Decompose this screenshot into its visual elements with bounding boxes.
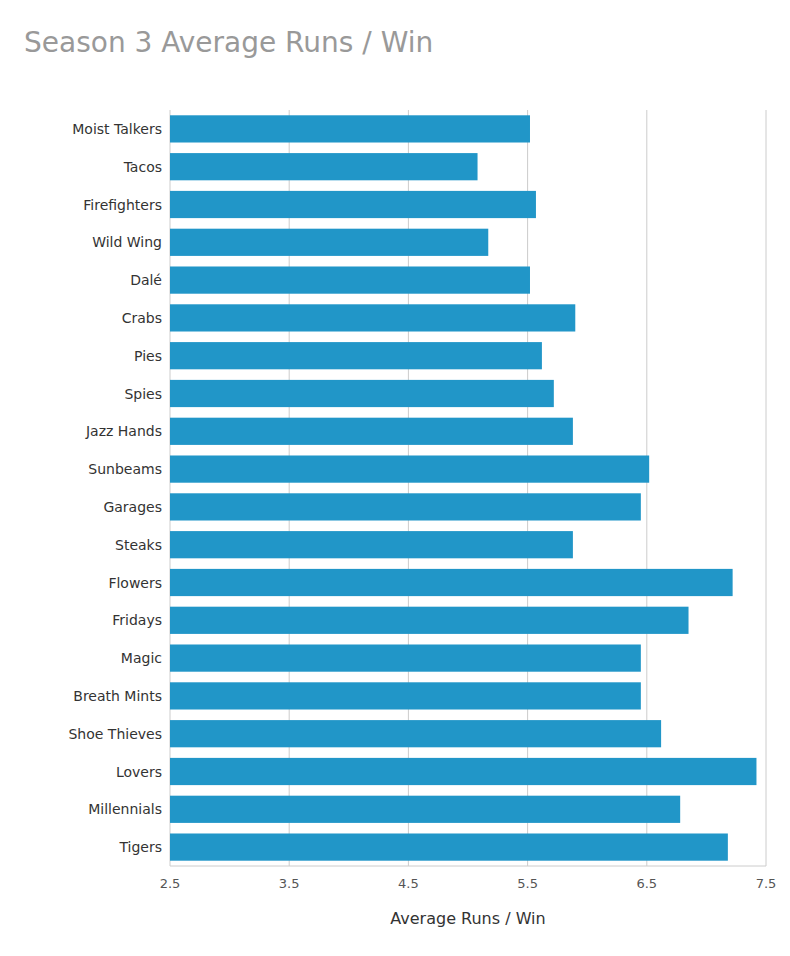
tick-label: 3.5 <box>279 876 300 891</box>
category-label: Lovers <box>116 764 162 780</box>
bar <box>170 569 733 596</box>
bar <box>170 380 554 407</box>
grid-line <box>408 110 409 866</box>
category-label: Dalé <box>130 272 162 288</box>
tick-label: 7.5 <box>756 876 777 891</box>
bar <box>170 455 649 482</box>
bar <box>170 418 573 445</box>
tick-label: 6.5 <box>636 876 657 891</box>
category-label: Moist Talkers <box>72 121 162 137</box>
bar <box>170 758 756 785</box>
category-label: Wild Wing <box>92 234 162 250</box>
category-label: Tigers <box>118 839 162 855</box>
bar <box>170 493 641 520</box>
tick-label: 5.5 <box>517 876 538 891</box>
category-label: Breath Mints <box>73 688 162 704</box>
bar <box>170 342 542 369</box>
grid-line <box>527 110 528 866</box>
bar <box>170 304 575 331</box>
category-label: Sunbeams <box>88 461 162 477</box>
bar <box>170 796 680 823</box>
tick-label: 4.5 <box>398 876 419 891</box>
grid-line <box>766 110 767 866</box>
chart: Season 3 Average Runs / Win 2.5 3.5 4.5 5.5 6… <box>0 0 790 956</box>
bar <box>170 229 488 256</box>
category-label: Shoe Thieves <box>68 726 162 742</box>
grid-line <box>646 110 647 866</box>
category-label: Garages <box>103 499 162 515</box>
bar <box>170 682 641 709</box>
category-label: Firefighters <box>83 197 162 213</box>
category-label: Flowers <box>108 575 162 591</box>
category-label: Millennials <box>88 801 162 817</box>
bar <box>170 833 728 860</box>
category-label: Crabs <box>122 310 162 326</box>
bar <box>170 644 641 671</box>
x-axis-line <box>170 866 766 867</box>
bar <box>170 531 573 558</box>
bar <box>170 266 530 293</box>
category-label: Steaks <box>115 537 162 553</box>
category-label: Pies <box>134 348 162 364</box>
bars <box>170 115 756 860</box>
x-axis-label: Average Runs / Win <box>390 909 545 928</box>
category-label: Magic <box>121 650 162 666</box>
bar <box>170 720 661 747</box>
bar <box>170 191 536 218</box>
grid <box>170 110 766 866</box>
tick-label: 2.5 <box>160 876 181 891</box>
category-label: Spies <box>124 386 162 402</box>
bar <box>170 115 530 142</box>
title: Season 3 Average Runs / Win <box>24 26 433 59</box>
grid-line <box>170 110 171 866</box>
category-label: Jazz Hands <box>85 423 162 439</box>
grid-line <box>289 110 290 866</box>
bar <box>170 607 689 634</box>
category-label: Fridays <box>112 612 162 628</box>
bar <box>170 153 478 180</box>
category-label: Tacos <box>123 159 162 175</box>
